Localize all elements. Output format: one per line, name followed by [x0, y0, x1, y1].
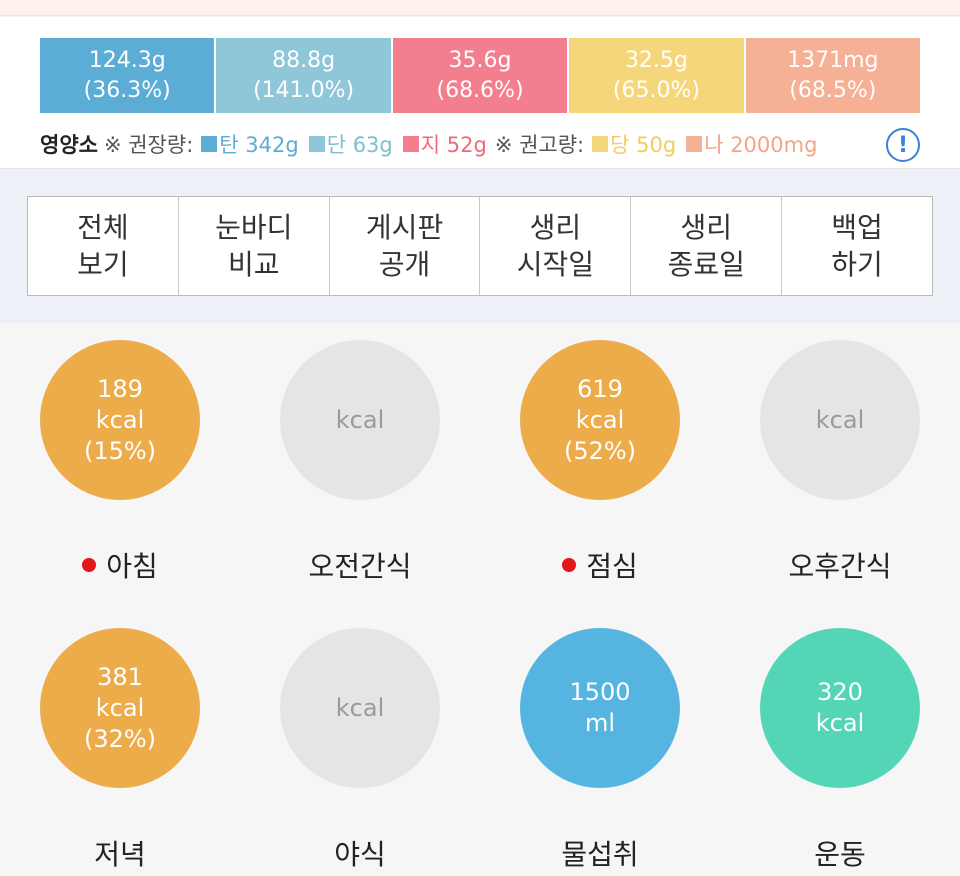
nutrient-percent: (68.5%)	[789, 77, 877, 103]
recommended-label: ※ 권장량:	[103, 133, 194, 157]
meal-exercise[interactable]: 320 kcal 운동	[720, 611, 960, 876]
meal-circle[interactable]: kcal	[760, 340, 920, 500]
menu-view-all-button[interactable]: 전체 보기	[77, 211, 129, 281]
meal-value-line: kcal	[335, 405, 385, 434]
meal-value-line: kcal	[815, 709, 865, 737]
meal-circle[interactable]: 189 kcal (15%)	[40, 340, 200, 500]
legend-title: 영양소	[40, 133, 98, 157]
meal-value-line: 619	[577, 374, 623, 403]
meal-label-text: 오후간식	[788, 550, 892, 583]
meal-value-line: kcal	[95, 405, 145, 434]
nutrient-bar: 35.6g (68.6%)	[390, 38, 568, 113]
legend-item: 지 52g	[420, 133, 487, 157]
meal-label: 야식	[240, 833, 480, 873]
legend-item: 나 2000mg	[704, 133, 818, 157]
nutrition-summary: 124.3g (36.3%) 88.8g (141.0%) 35.6g (68.6%) 32…	[0, 17, 960, 169]
meal-label: 오전간식	[240, 545, 480, 585]
meal-label-text: 아침	[106, 550, 158, 583]
meal-label-text: 오전간식	[308, 550, 412, 583]
meal-label: 운동	[720, 833, 960, 873]
meal-circle[interactable]: 320 kcal	[760, 628, 920, 788]
meal-circle[interactable]: 619 kcal (52%)	[520, 340, 680, 500]
meal-value-line: ml	[584, 709, 616, 737]
meal-circle[interactable]: kcal	[280, 340, 440, 500]
nutrient-bar: 124.3g (36.3%)	[40, 38, 215, 113]
nutrient-amount: 124.3g	[88, 47, 166, 73]
legend-swatch	[308, 136, 325, 152]
legend-item: 단 63g	[326, 133, 393, 157]
meal-late-snack[interactable]: kcal 야식	[240, 611, 480, 876]
nutrient-percent: (65.0%)	[612, 77, 700, 103]
meal-dinner[interactable]: 381 kcal (32%) 저녁	[0, 611, 240, 876]
legend-swatch	[592, 136, 609, 152]
nutrient-legend: 영양소 ※ 권장량: 탄 342g 단 63g 지 52g ※ 권고량: 당 50g…	[40, 128, 920, 162]
meal-value-line: 320	[817, 678, 863, 706]
meal-label-text: 야식	[334, 838, 386, 871]
meal-afternoon-snack[interactable]: kcal 오후간식	[720, 323, 960, 603]
legend-swatch	[402, 136, 419, 152]
legend-item: 탄 342g	[219, 133, 299, 157]
meal-value-line: kcal	[815, 405, 865, 434]
meal-label: 물섭취	[480, 833, 720, 873]
meal-value-line: 1500	[569, 678, 631, 706]
meal-breakfast[interactable]: 189 kcal (15%) 아침	[0, 323, 240, 603]
meal-value-line: kcal	[335, 693, 385, 722]
legend-swatch	[201, 136, 218, 152]
info-icon[interactable]: !	[886, 128, 920, 162]
nutrient-bar: 88.8g (141.0%)	[214, 38, 391, 113]
menu-backup-button[interactable]: 백업 하기	[781, 197, 932, 295]
action-menu: 전체 보기 눈바디 비교 게시판 공개 생리 시작일 생리 종료일 백업 하기	[27, 196, 933, 296]
nutrient-percent: (141.0%)	[253, 77, 355, 103]
top-strip	[0, 0, 960, 16]
meal-label: 오후간식	[720, 545, 960, 585]
nutrient-bar: 1371mg (68.5%)	[743, 38, 921, 113]
meal-morning-snack[interactable]: kcal 오전간식	[240, 323, 480, 603]
nutrient-amount: 32.5g	[624, 47, 688, 73]
menu-period-start-button[interactable]: 생리 시작일	[479, 197, 630, 295]
meal-label-text: 운동	[814, 838, 866, 871]
meal-label: 점심	[480, 545, 720, 585]
advised-label: ※ 권고량:	[494, 133, 585, 157]
meal-grid: 189 kcal (15%) 아침 kcal 오전간식 619 kcal (52%) 점심 kcal…	[0, 323, 960, 876]
meal-lunch[interactable]: 619 kcal (52%) 점심	[480, 323, 720, 603]
meal-label-text: 물섭취	[561, 838, 639, 871]
nutrient-percent: (68.6%)	[436, 77, 524, 103]
nutrient-bar: 32.5g (65.0%)	[567, 38, 744, 113]
menu-board-public-button[interactable]: 게시판 공개	[328, 197, 480, 295]
meal-label-text: 점심	[586, 550, 638, 583]
legend-swatch	[686, 136, 703, 152]
nutrient-amount: 1371mg	[787, 47, 879, 73]
meal-value-line: (32%)	[83, 724, 157, 753]
menu-body-compare-button[interactable]: 눈바디 비교	[177, 197, 329, 295]
meal-value-line: (15%)	[83, 436, 157, 465]
meal-circle[interactable]: 381 kcal (32%)	[40, 628, 200, 788]
meal-value-line: kcal	[575, 405, 625, 434]
meal-value-line: kcal	[95, 693, 145, 722]
red-dot-icon	[562, 558, 577, 572]
meal-label: 아침	[0, 545, 240, 585]
menu-area: 전체 보기 눈바디 비교 게시판 공개 생리 시작일 생리 종료일 백업 하기	[0, 169, 960, 323]
meal-value-line: (52%)	[563, 436, 637, 465]
nutrient-amount: 35.6g	[448, 47, 512, 73]
meal-value-line: 189	[97, 374, 143, 403]
meal-circle[interactable]: 1500 ml	[520, 628, 680, 788]
legend-item: 당 50g	[610, 133, 677, 157]
red-dot-icon	[82, 558, 97, 572]
nutrient-bars: 124.3g (36.3%) 88.8g (141.0%) 35.6g (68.6%) 32…	[40, 38, 921, 113]
meal-label: 저녁	[0, 833, 240, 873]
meal-value-line: 381	[97, 662, 143, 691]
meal-water[interactable]: 1500 ml 물섭취	[480, 611, 720, 876]
meal-circle[interactable]: kcal	[280, 628, 440, 788]
meal-label-text: 저녁	[94, 838, 146, 871]
nutrient-percent: (36.3%)	[83, 77, 171, 103]
menu-period-end-button[interactable]: 생리 종료일	[630, 197, 781, 295]
nutrient-amount: 88.8g	[272, 47, 336, 73]
